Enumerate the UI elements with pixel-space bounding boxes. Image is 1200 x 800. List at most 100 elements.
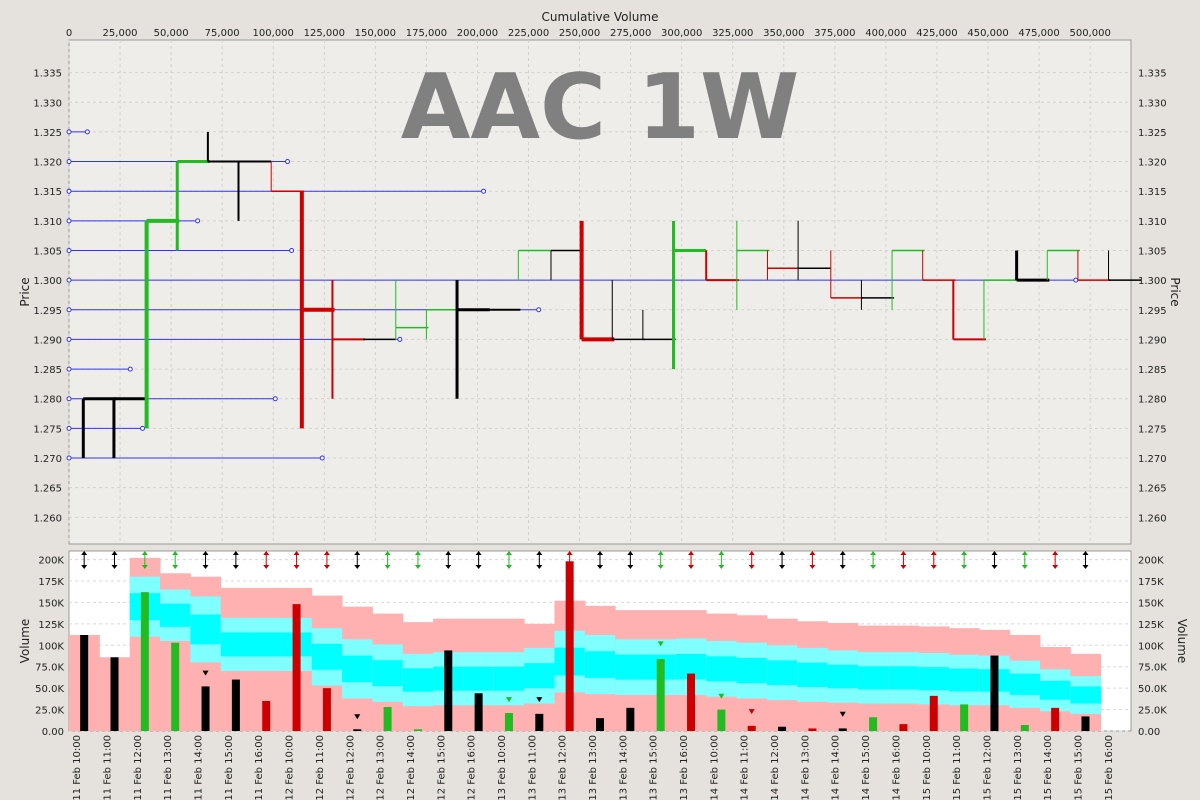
direction-marker-up-head <box>1052 551 1059 555</box>
direction-marker-up-head <box>81 551 88 555</box>
time-tick-label: 14 Feb 11:00 <box>740 735 751 800</box>
volume-profile-start-dot <box>66 455 72 461</box>
volume-tick-label-left: 25.0K <box>35 706 64 717</box>
volume-band-core <box>463 666 495 691</box>
direction-marker-up-head <box>870 551 877 555</box>
volume-band-core <box>948 668 980 692</box>
time-tick-label: 15 Feb 10:00 <box>922 735 933 800</box>
volume-bar <box>322 688 331 731</box>
volume-bar <box>292 604 301 731</box>
cum-volume-tick-label: 225,000 <box>508 28 549 39</box>
time-tick-label: 15 Feb 13:00 <box>1013 735 1024 800</box>
direction-marker-up-head <box>263 551 270 555</box>
direction-marker-down-head <box>1021 565 1028 569</box>
volume-bars <box>80 561 1090 731</box>
time-tick-label: 15 Feb 12:00 <box>982 735 993 800</box>
time-tick-label: 12 Feb 16:00 <box>467 735 478 800</box>
direction-marker-up-head <box>232 551 239 555</box>
volume-bar <box>626 707 635 731</box>
volume-band-core <box>311 643 343 670</box>
direction-marker-up-head <box>1021 551 1028 555</box>
direction-marker-down-head <box>384 565 391 569</box>
volume-tick-label-right: 100K <box>1138 641 1164 652</box>
time-tick-label: 13 Feb 15:00 <box>649 735 660 800</box>
volume-bar <box>990 655 999 731</box>
time-tick-label: 14 Feb 14:00 <box>831 735 842 800</box>
price-tick-label-right: 1.305 <box>1138 246 1167 257</box>
direction-marker-up-head <box>991 551 998 555</box>
volume-band-core <box>372 660 404 687</box>
time-tick-label: 13 Feb 12:00 <box>558 735 569 800</box>
cum-volume-tick-label: 25,000 <box>103 28 138 39</box>
time-tick-label: 13 Feb 13:00 <box>588 735 599 800</box>
chart-title: AAC 1W <box>401 55 800 160</box>
price-tick-label-right: 1.275 <box>1138 424 1167 435</box>
cum-volume-tick-label: 125,000 <box>304 28 345 39</box>
price-tick-label-right: 1.290 <box>1138 335 1167 346</box>
direction-marker-down-head <box>597 565 603 569</box>
price-tick-label-left: 1.300 <box>33 276 62 287</box>
direction-marker-down-head <box>657 565 664 569</box>
volume-bar <box>565 561 574 731</box>
direction-marker-down-head <box>263 565 270 569</box>
direction-marker-down-head <box>748 565 755 569</box>
volume-axis-label-left: Volume <box>18 619 32 664</box>
volume-bar <box>383 707 392 731</box>
volume-axis-label-right: Volume <box>1175 619 1189 664</box>
volume-profile-end-dot <box>536 307 542 313</box>
price-tick-label-right: 1.285 <box>1138 365 1167 376</box>
low-volume-marker <box>657 641 664 647</box>
direction-marker-up-head <box>141 551 148 555</box>
cum-volume-tick-label: 475,000 <box>1018 28 1059 39</box>
volume-profile-end-dot <box>127 366 133 372</box>
time-tick-label: 11 Feb 10:00 <box>72 735 83 800</box>
volume-band-core <box>1039 680 1071 700</box>
time-tick-label: 11 Feb 14:00 <box>194 735 205 800</box>
cum-volume-tick-label: 325,000 <box>712 28 753 39</box>
cum-volume-tick-label: 250,000 <box>559 28 600 39</box>
cum-volume-tick-label: 425,000 <box>916 28 957 39</box>
direction-marker-down-head <box>475 565 482 569</box>
volume-bar <box>1020 725 1029 731</box>
time-tick-label: 12 Feb 12:00 <box>345 735 356 800</box>
volume-profile-end-dot <box>84 129 90 135</box>
direction-marker-up-head <box>900 551 907 555</box>
price-tick-label-left: 1.290 <box>33 335 62 346</box>
price-tick-label-right: 1.295 <box>1138 306 1167 317</box>
time-tick-label: 14 Feb 15:00 <box>861 735 872 800</box>
direction-marker-up-head <box>930 551 937 555</box>
price-tick-label-right: 1.310 <box>1138 217 1167 228</box>
volume-band-core <box>766 660 798 686</box>
volume-bar <box>171 642 180 731</box>
price-tick-label-right: 1.330 <box>1138 98 1167 109</box>
volume-tick-label-right: 200K <box>1138 556 1164 567</box>
price-tick-label-left: 1.330 <box>33 98 62 109</box>
direction-marker-up-head <box>293 551 300 555</box>
time-tick-label: 12 Feb 11:00 <box>315 735 326 800</box>
time-tick-label: 11 Feb 13:00 <box>163 735 174 800</box>
time-tick-label: 13 Feb 10:00 <box>497 735 508 800</box>
volume-band-core <box>524 663 555 689</box>
direction-marker-up-head <box>566 551 573 555</box>
volume-profile-start-dot <box>66 129 72 135</box>
axis-ticks: 1.260 1.260 1.265 1.265 1.270 1.270 1.275 1.275… <box>33 28 1167 800</box>
time-tick-label: 15 Feb 16:00 <box>1104 735 1115 800</box>
volume-bar <box>80 635 89 731</box>
time-tick-label: 15 Feb 11:00 <box>952 735 963 800</box>
price-tick-label-left: 1.315 <box>33 187 62 198</box>
volume-bar <box>231 679 240 731</box>
time-tick-label: 15 Feb 14:00 <box>1043 735 1054 800</box>
direction-marker-down-head <box>172 565 179 569</box>
cum-volume-tick-label: 500,000 <box>1069 28 1110 39</box>
volume-tick-label-left: 200K <box>38 556 64 567</box>
volume-band-core <box>1009 673 1041 695</box>
direction-marker-up-head <box>779 551 786 555</box>
cum-volume-tick-label: 400,000 <box>865 28 906 39</box>
volume-band-core <box>857 666 889 690</box>
volume-profile-end-dot <box>289 247 295 253</box>
volume-profile-end-dot <box>272 396 278 402</box>
volume-band-core <box>736 658 768 684</box>
volume-bar <box>1051 707 1060 731</box>
volume-tick-label-left: 0.00 <box>42 727 64 738</box>
cum-volume-tick-label: 350,000 <box>763 28 804 39</box>
